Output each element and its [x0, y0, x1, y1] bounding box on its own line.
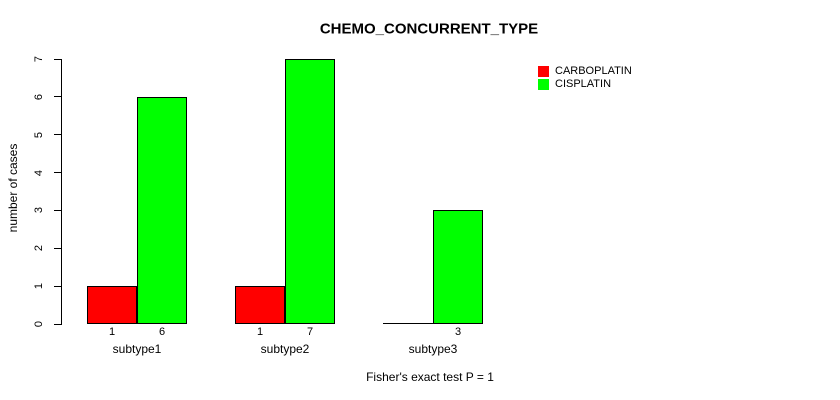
- annotation-text: Fisher's exact test P = 1: [366, 370, 494, 384]
- y-tick: [54, 58, 61, 60]
- y-tick: [54, 247, 61, 249]
- bar-value-label: 3: [454, 326, 462, 338]
- y-tick: [54, 96, 61, 98]
- bar-cisplatin-subtype1: [137, 96, 187, 324]
- legend-item-cisplatin: CISPLATIN: [538, 79, 632, 90]
- legend: CARBOPLATIN CISPLATIN: [538, 66, 632, 92]
- legend-item-carboplatin: CARBOPLATIN: [538, 66, 632, 77]
- y-tick: [54, 323, 61, 325]
- y-tick-label: 1: [33, 283, 45, 290]
- bar-cisplatin-subtype2: [285, 59, 335, 324]
- y-tick: [54, 172, 61, 174]
- y-tick-label: 3: [33, 207, 45, 214]
- y-tick: [54, 209, 61, 211]
- legend-label-carboplatin: CARBOPLATIN: [555, 65, 632, 77]
- bar-value-label: 7: [306, 326, 314, 338]
- x-category-label-subtype2: subtype2: [260, 342, 310, 356]
- y-tick: [54, 134, 61, 136]
- y-tick-label: 5: [33, 131, 45, 138]
- y-tick-label: 0: [33, 320, 45, 328]
- bar-value-label: 1: [256, 326, 264, 338]
- legend-label-cisplatin: CISPLATIN: [555, 78, 612, 90]
- bar-value-label: 1: [108, 326, 116, 338]
- legend-swatch-red-icon: [538, 66, 549, 77]
- y-tick-label: 7: [33, 55, 45, 63]
- chart-title: CHEMO_CONCURRENT_TYPE: [319, 20, 539, 38]
- bar-carboplatin-subtype3-zero: [383, 323, 433, 324]
- bar-carboplatin-subtype1: [87, 286, 137, 324]
- legend-swatch-green-icon: [538, 79, 549, 90]
- x-category-label-subtype1: subtype1: [112, 342, 162, 356]
- bar-carboplatin-subtype2: [235, 286, 285, 324]
- y-axis-line: [61, 59, 62, 325]
- x-category-label-subtype3: subtype3: [408, 342, 458, 356]
- y-tick-label: 4: [33, 169, 45, 176]
- y-tick: [54, 285, 61, 287]
- y-tick-label: 2: [33, 245, 45, 252]
- bar-cisplatin-subtype3: [433, 210, 483, 324]
- bar-value-label: 6: [158, 326, 166, 338]
- y-tick-label: 6: [33, 93, 45, 100]
